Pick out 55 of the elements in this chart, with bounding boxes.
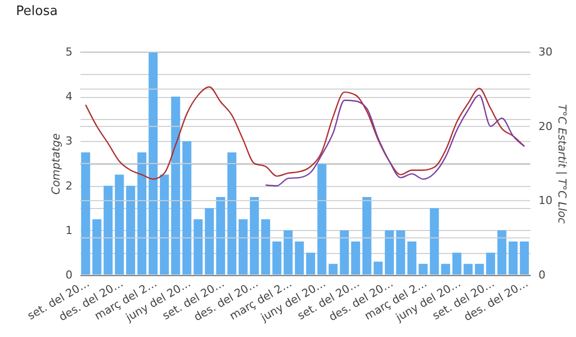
bar [204,208,214,275]
bar [227,152,236,275]
bar [171,96,180,275]
bar [137,152,146,275]
bar [272,242,282,275]
y2-axis-title: T°C Estartit | T°C Lloc [555,104,568,224]
bar [418,264,428,275]
line-series [84,86,526,180]
bar [126,186,136,275]
bar [317,164,326,275]
y2-tick-label: 0 [538,268,546,282]
bar [104,186,113,275]
bar [92,219,102,275]
bar [328,264,338,275]
bar [474,264,484,275]
bar [396,230,406,275]
bar [441,264,450,275]
y-tick-label: 2 [66,179,72,192]
bar [497,230,506,275]
chart-title: Pelosa [16,4,58,19]
bar [250,196,259,275]
bar [148,52,158,275]
bar [306,252,316,275]
y-tick-label: 1 [66,224,72,237]
line-series [264,94,526,186]
y-tick-label: 0 [66,268,72,282]
y-axis-title: Comptatge [50,133,62,195]
y-tick-label: 3 [66,134,72,148]
y2-tick-label: 20 [538,120,552,133]
bar [508,242,518,275]
y2-tick-label: 30 [538,46,552,58]
bar [294,242,304,275]
bar [194,219,203,275]
bar [340,230,349,275]
bar [362,196,372,275]
y2-tick-label: 10 [538,194,552,208]
y-tick-label: 5 [66,46,72,58]
bar [452,252,462,275]
bar [238,219,248,275]
bar [430,208,439,275]
bar [407,242,416,275]
bar [464,264,473,275]
bar [520,242,529,275]
bar [216,196,226,275]
bar [374,262,383,275]
bar [486,252,496,275]
bar [160,174,169,275]
bar [384,230,394,275]
bar [261,219,270,275]
bar [284,230,293,275]
bar [351,242,360,275]
bar [182,141,192,275]
bar [114,174,124,275]
y-tick-label: 4 [66,90,72,104]
bar [81,152,90,275]
